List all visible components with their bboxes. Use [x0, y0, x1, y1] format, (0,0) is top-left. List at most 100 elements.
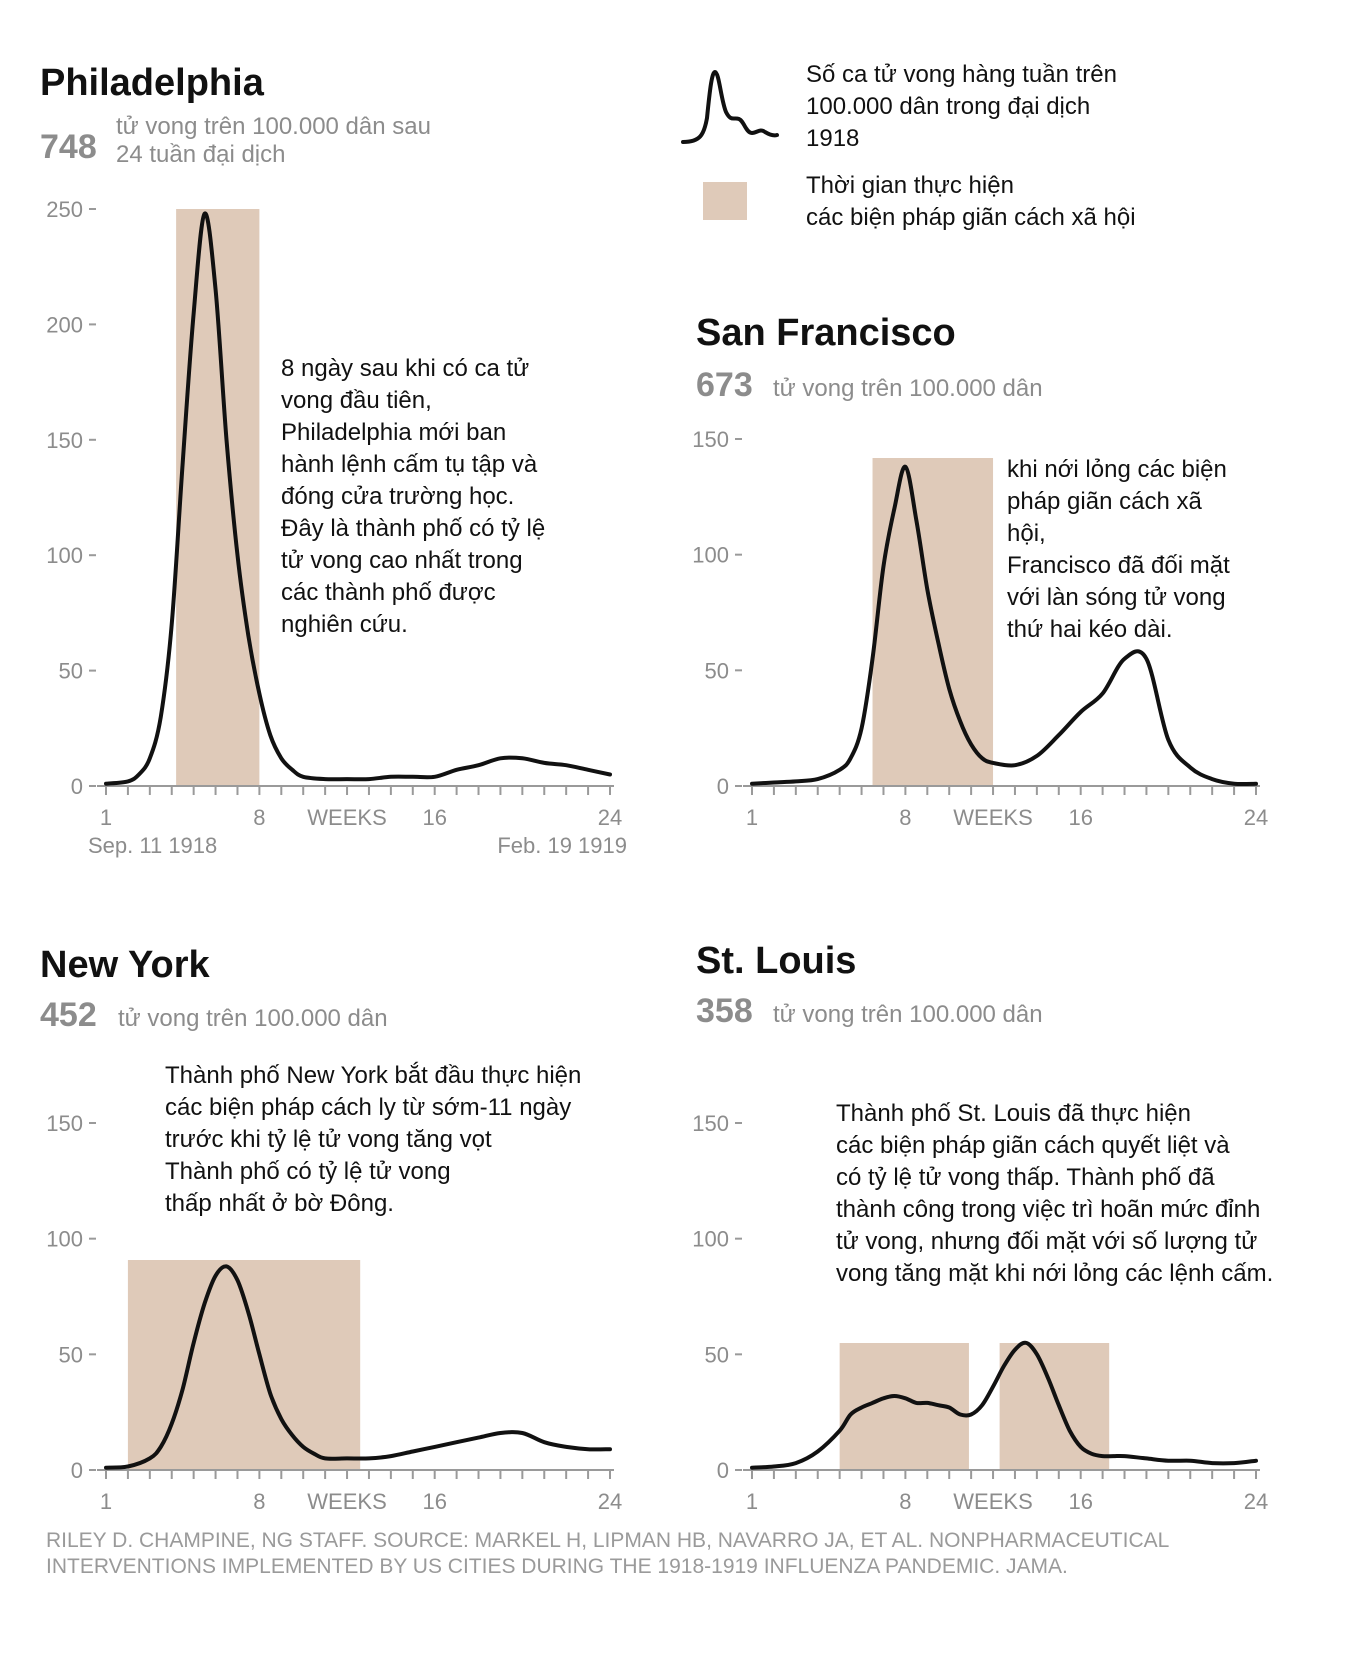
x-tick-label: 1 — [746, 1489, 758, 1514]
legend-line-label: 100.000 dân trong đại dịch — [806, 93, 1090, 120]
social-distancing-band — [127, 1260, 361, 1470]
annotation-line: trước khi tỷ lệ tử vong tăng vọt — [165, 1126, 492, 1153]
death-total: 452 — [40, 996, 97, 1034]
annotation-line: các thành phố được — [281, 579, 496, 606]
source-line: RILEY D. CHAMPINE, NG STAFF. SOURCE: MAR… — [46, 1529, 1169, 1552]
annotation-line: Thành phố St. Louis đã thực hiện — [836, 1100, 1191, 1127]
x-tick-label: 24 — [1244, 805, 1268, 830]
x-tick-label: 8 — [253, 1489, 265, 1514]
x-tick-label: 16 — [1068, 805, 1092, 830]
death-rate-line — [750, 1340, 1258, 1470]
x-axis-label: WEEKS — [307, 805, 386, 830]
chart-title: Philadelphia — [40, 62, 265, 104]
y-tick-label: 100 — [692, 543, 729, 568]
y-tick-label: 150 — [692, 427, 729, 452]
y-tick-label: 100 — [692, 1227, 729, 1252]
annotation-line: tử vong cao nhất trong — [281, 547, 523, 574]
annotation-line: hội, — [1007, 520, 1046, 547]
chart-panel-1: San Francisco 673 tử vong trên 100.000 dân… — [692, 312, 1268, 830]
annotation-line: vong đầu tiên, — [281, 387, 432, 414]
y-tick-label: 0 — [71, 774, 83, 799]
x-tick-label: 24 — [598, 1489, 622, 1514]
legend: Số ca tử vong hàng tuần trên 100.000 dân … — [681, 61, 1136, 231]
annotation-line: thấp nhất ở bờ Đông. — [165, 1190, 394, 1217]
y-tick-label: 150 — [46, 428, 83, 453]
annotation-line: có tỷ lệ tử vong thấp. Thành phố đã — [836, 1164, 1215, 1191]
x-tick-label: 16 — [422, 805, 446, 830]
annotation-line: với làn sóng tử vong — [1007, 584, 1226, 611]
subtitle-line: tử vong trên 100.000 dân — [773, 375, 1043, 402]
legend-line-label: 1918 — [806, 125, 859, 152]
annotation-line: tử vong, nhưng đối mặt với số lượng tử — [836, 1228, 1257, 1255]
annotation-line: Philadelphia mới ban — [281, 419, 506, 446]
y-tick-label: 100 — [46, 543, 83, 568]
end-date-label: Feb. 19 1919 — [497, 833, 627, 858]
annotation-line: thành công trong việc trì hoãn mức đỉnh — [836, 1196, 1260, 1223]
annotation-line: khi nới lỏng các biện — [1007, 456, 1227, 483]
y-tick-label: 150 — [692, 1111, 729, 1136]
subtitle-line: tử vong trên 100.000 dân — [118, 1005, 388, 1032]
social-distancing-band — [999, 1343, 1110, 1470]
x-axis-label: WEEKS — [953, 805, 1032, 830]
subtitle-line: tử vong trên 100.000 dân sau — [116, 113, 431, 140]
y-tick-label: 50 — [705, 1342, 729, 1367]
death-rate-line — [750, 464, 1258, 787]
y-tick-label: 50 — [59, 1342, 83, 1367]
x-tick-label: 24 — [1244, 1489, 1268, 1514]
y-tick-label: 0 — [71, 1458, 83, 1483]
x-tick-label: 1 — [746, 805, 758, 830]
annotation-line: các biện pháp giãn cách quyết liệt và — [836, 1132, 1230, 1159]
annotation-line: Francisco đã đối mặt — [1007, 552, 1230, 579]
x-tick-label: 8 — [899, 805, 911, 830]
annotation-line: Thành phố có tỷ lệ tử vong — [165, 1158, 451, 1185]
x-axis-label: WEEKS — [307, 1489, 386, 1514]
annotation-line: Đây là thành phố có tỷ lệ — [281, 515, 545, 542]
annotation-line: vong tăng mặt khi nới lỏng các lệnh cấm. — [836, 1260, 1273, 1287]
subtitle-line: tử vong trên 100.000 dân — [773, 1001, 1043, 1028]
chart-panel-0: Philadelphia 748 tử vong trên 100.000 dân … — [40, 62, 627, 858]
death-total: 358 — [696, 992, 753, 1030]
annotation-line: thứ hai kéo dài. — [1007, 616, 1173, 643]
legend-band-swatch — [703, 182, 747, 220]
annotation-line: nghiên cứu. — [281, 611, 408, 638]
x-tick-label: 16 — [422, 1489, 446, 1514]
y-tick-label: 50 — [59, 659, 83, 684]
annotation-line: Thành phố New York bắt đầu thực hiện — [165, 1062, 581, 1089]
annotation-line: 8 ngày sau khi có ca tử — [281, 355, 529, 382]
annotation-line: đóng cửa trường học. — [281, 483, 514, 510]
annotation-line: pháp giãn cách xã — [1007, 488, 1202, 515]
y-tick-label: 250 — [46, 197, 83, 222]
chart-panel-2: New York 452 tử vong trên 100.000 dân 0 50 10… — [40, 944, 622, 1514]
chart-panel-3: St. Louis 358 tử vong trên 100.000 dân 0 50 1… — [692, 940, 1273, 1514]
source-line: INTERVENTIONS IMPLEMENTED BY US CITIES D… — [46, 1555, 1068, 1578]
y-tick-label: 0 — [717, 774, 729, 799]
death-total: 673 — [696, 366, 753, 404]
x-tick-label: 1 — [100, 805, 112, 830]
y-tick-label: 200 — [46, 312, 83, 337]
x-tick-label: 16 — [1068, 1489, 1092, 1514]
x-tick-label: 1 — [100, 1489, 112, 1514]
legend-band-label: các biện pháp giãn cách xã hội — [806, 204, 1136, 231]
legend-line-swatch — [681, 70, 779, 144]
y-tick-label: 50 — [705, 658, 729, 683]
death-total: 748 — [40, 128, 97, 166]
legend-band-label: Thời gian thực hiện — [806, 172, 1014, 199]
x-tick-label: 24 — [598, 805, 622, 830]
y-tick-label: 150 — [46, 1111, 83, 1136]
y-tick-label: 0 — [717, 1458, 729, 1483]
x-tick-label: 8 — [253, 805, 265, 830]
chart-title: St. Louis — [696, 940, 856, 982]
start-date-label: Sep. 11 1918 — [88, 833, 217, 858]
y-tick-label: 100 — [46, 1227, 83, 1252]
legend-line-label: Số ca tử vong hàng tuần trên — [806, 61, 1117, 88]
annotation-line: hành lệnh cấm tụ tập và — [281, 451, 538, 478]
chart-title: San Francisco — [696, 312, 956, 354]
death-rate-line — [104, 211, 612, 786]
death-rate-line — [104, 1264, 612, 1470]
subtitle-line: 24 tuần đại dịch — [116, 141, 285, 168]
x-axis-label: WEEKS — [953, 1489, 1032, 1514]
chart-title: New York — [40, 944, 211, 986]
annotation-line: các biện pháp cách ly từ sớm-11 ngày — [165, 1094, 571, 1121]
x-tick-label: 8 — [899, 1489, 911, 1514]
